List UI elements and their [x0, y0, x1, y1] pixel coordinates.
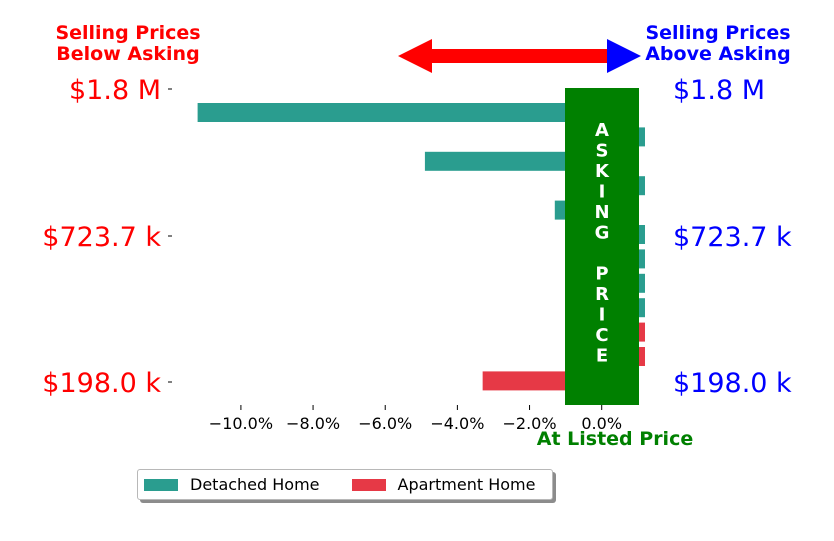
direction-arrow: [398, 39, 641, 73]
x-tick-label-5: −2.0%: [503, 414, 557, 433]
x-tick-label-6: 0.0%: [581, 414, 622, 433]
band-letter-9: R: [595, 284, 609, 305]
band-letter-3: K: [595, 161, 610, 182]
legend-swatch-detached: [144, 478, 178, 491]
x-axis: −10.0% −8.0% −6.0% −4.0% −2.0% 0.0%: [209, 405, 622, 433]
arrow-head-left: [398, 39, 432, 73]
band-letter-11: C: [595, 325, 608, 346]
right-price-label-bottom: $198.0 k: [673, 368, 792, 399]
band-letter-1: A: [595, 120, 609, 141]
arrow-shaft-red: [428, 49, 612, 63]
bar-1: [197, 103, 602, 122]
x-tick-label-1: −10.0%: [209, 414, 273, 433]
band-letter-4: I: [599, 182, 606, 203]
above-asking-heading-line2: Above Asking: [645, 43, 791, 65]
arrow-head-right: [607, 39, 641, 73]
band-letter-12: E: [596, 346, 608, 367]
bar-3: [424, 151, 602, 171]
band-letter-6: G: [595, 223, 610, 244]
below-asking-heading-line2: Below Asking: [56, 43, 199, 65]
left-price-label-top: $1.8 M: [69, 75, 161, 106]
band-letter-2: S: [596, 141, 609, 162]
legend-item-apartment: Apartment Home: [351, 475, 536, 494]
x-tick-label-3: −6.0%: [358, 414, 412, 433]
band-letter-8: P: [595, 264, 608, 285]
below-asking-heading-line1: Selling Prices: [55, 22, 200, 44]
legend-swatch-apartment: [351, 478, 386, 491]
at-listed-price-caption: At Listed Price: [537, 428, 693, 450]
legend-item-detached: Detached Home: [144, 475, 320, 494]
right-price-label-top: $1.8 M: [673, 75, 765, 106]
left-price-label-bottom: $198.0 k: [42, 368, 161, 399]
above-asking-heading-line1: Selling Prices: [645, 22, 790, 44]
x-tick-label-2: −8.0%: [286, 414, 340, 433]
band-letter-10: I: [599, 305, 606, 326]
asking-price-band: [565, 88, 639, 405]
legend: Detached Home Apartment Home: [137, 469, 553, 500]
band-letter-5: N: [594, 202, 609, 223]
legend-label-apartment: Apartment Home: [397, 475, 536, 494]
right-price-label-middle: $723.7 k: [673, 222, 792, 253]
left-price-label-middle: $723.7 k: [42, 222, 161, 253]
legend-label-detached: Detached Home: [190, 475, 320, 494]
x-tick-label-4: −4.0%: [430, 414, 484, 433]
